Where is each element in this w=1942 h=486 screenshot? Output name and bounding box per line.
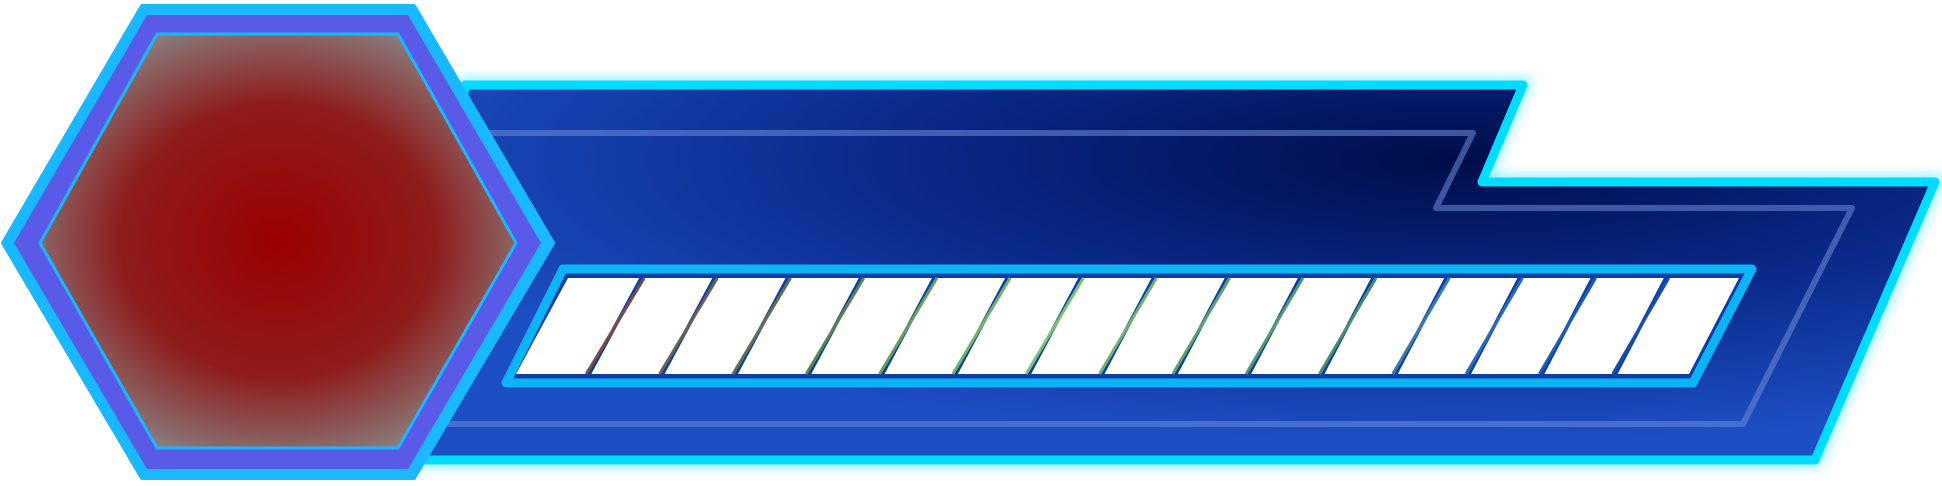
health-segment-divider <box>1171 277 1231 375</box>
health-segment <box>516 278 640 374</box>
health-segment <box>1251 278 1372 374</box>
health-segment <box>1617 278 1739 374</box>
health-segment <box>811 278 932 374</box>
health-bar <box>516 277 1739 375</box>
health-segment-divider <box>878 277 939 375</box>
health-segment-divider <box>731 277 792 375</box>
health-segment-divider <box>1244 277 1305 375</box>
health-segment-divider <box>1098 277 1158 375</box>
health-segment <box>1471 278 1591 374</box>
health-segment <box>737 278 859 374</box>
health-segment-divider <box>585 277 646 375</box>
health-segment-divider <box>1538 277 1597 375</box>
health-segment <box>957 278 1079 374</box>
health-segment <box>884 278 1006 374</box>
health-segment-divider <box>1318 277 1378 375</box>
health-segment <box>1104 278 1225 374</box>
health-segment-divider <box>804 277 866 375</box>
health-segment <box>1544 278 1664 374</box>
health-segment-divider <box>951 277 1012 375</box>
health-segment-divider <box>1391 277 1451 375</box>
health-segment-divider <box>1464 277 1524 375</box>
health-segment <box>664 278 786 374</box>
portrait-image-area <box>38 32 518 450</box>
portrait-slot <box>1 4 555 480</box>
health-segment-divider <box>658 277 719 375</box>
health-segment <box>1397 278 1518 374</box>
health-segment <box>1031 278 1152 374</box>
health-segment <box>591 278 713 374</box>
health-segment <box>1177 278 1298 374</box>
panel-trim <box>430 130 1855 427</box>
health-segment-divider <box>1024 277 1085 375</box>
health-segment <box>1324 278 1445 374</box>
health-segment-divider <box>1611 277 1671 375</box>
